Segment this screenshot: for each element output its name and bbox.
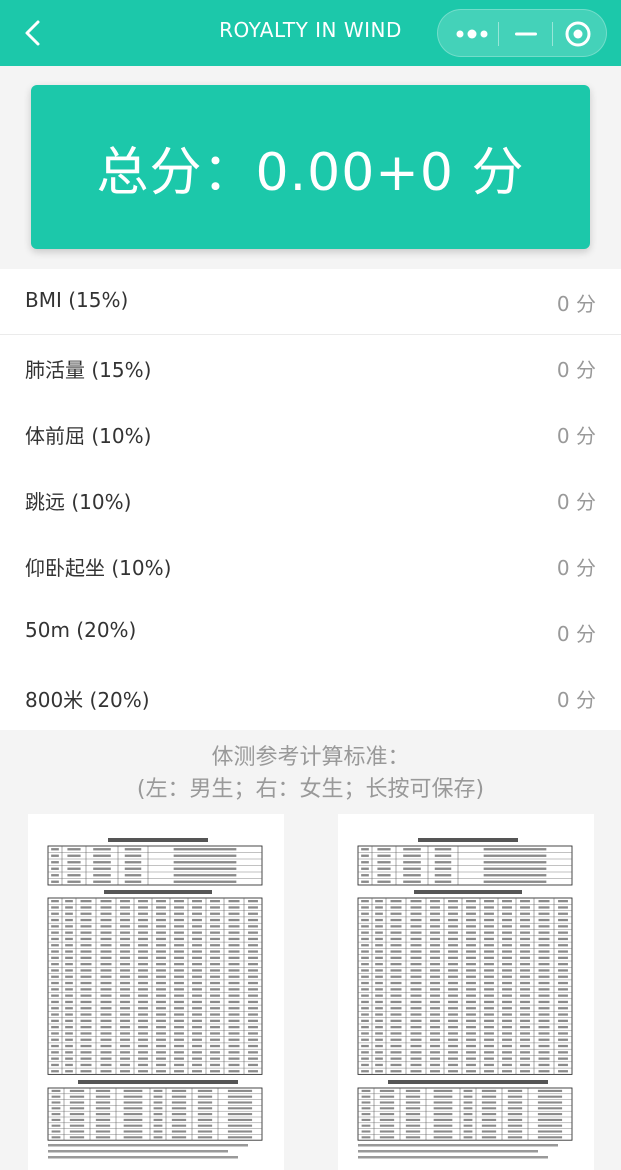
- reference-title: 体测参考计算标准： (左：男生；右：女生；长按可保存): [0, 742, 621, 806]
- score-row-bmi[interactable]: BMI (15%) 0 分: [0, 269, 621, 335]
- score-row-value: 0 分: [556, 424, 596, 448]
- chevron-left-icon[interactable]: [18, 17, 50, 49]
- score-row-value: 0 分: [556, 622, 596, 646]
- navigation-bar: ROYALTY IN WIND: [0, 0, 621, 66]
- total-score-card: 总分：0.00+0 分: [31, 85, 590, 249]
- score-row-vital-capacity[interactable]: 肺活量 (15%) 0 分: [0, 335, 621, 401]
- score-row-label: 肺活量 (15%): [25, 358, 152, 382]
- score-row-sit-ups[interactable]: 仰卧起坐 (10%) 0 分: [0, 533, 621, 599]
- score-row-label: 仰卧起坐 (10%): [25, 556, 172, 580]
- score-row-label: 跳远 (10%): [25, 490, 132, 514]
- reference-title-line1: 体测参考计算标准：: [211, 745, 410, 770]
- mini-program-capsule: [437, 9, 607, 57]
- score-row-value: 0 分: [556, 292, 596, 316]
- reference-title-line2: (左：男生；右：女生；长按可保存): [136, 777, 485, 802]
- page-title: ROYALTY IN WIND: [219, 18, 402, 42]
- table-sheet-graphic: [47, 838, 263, 1159]
- male-standard-table-image[interactable]: [28, 814, 284, 1170]
- score-row-value: 0 分: [556, 556, 596, 580]
- capsule-divider: [498, 22, 499, 46]
- female-standard-table-image[interactable]: [338, 814, 594, 1170]
- score-row-50m[interactable]: 50m (20%) 0 分: [0, 599, 621, 665]
- score-row-sit-and-reach[interactable]: 体前屈 (10%) 0 分: [0, 401, 621, 467]
- score-row-label: 体前屈 (10%): [25, 424, 152, 448]
- more-dots-icon[interactable]: [452, 22, 492, 46]
- score-row-label: 800米 (20%): [25, 688, 150, 712]
- capsule-divider: [552, 22, 553, 46]
- score-row-value: 0 分: [556, 688, 596, 712]
- score-row-long-jump[interactable]: 跳远 (10%) 0 分: [0, 467, 621, 533]
- score-item-list: BMI (15%) 0 分 肺活量 (15%) 0 分 体前屈 (10%) 0 …: [0, 269, 621, 730]
- score-row-label: BMI (15%): [25, 288, 129, 312]
- table-sheet-graphic: [357, 838, 573, 1159]
- score-row-value: 0 分: [556, 490, 596, 514]
- score-row-label: 50m (20%): [25, 618, 137, 642]
- minimize-icon[interactable]: [510, 22, 542, 46]
- target-close-icon[interactable]: [562, 18, 594, 50]
- total-score-text: 总分：0.00+0 分: [96, 142, 525, 203]
- score-row-value: 0 分: [556, 358, 596, 382]
- score-row-800m[interactable]: 800米 (20%) 0 分: [0, 665, 621, 731]
